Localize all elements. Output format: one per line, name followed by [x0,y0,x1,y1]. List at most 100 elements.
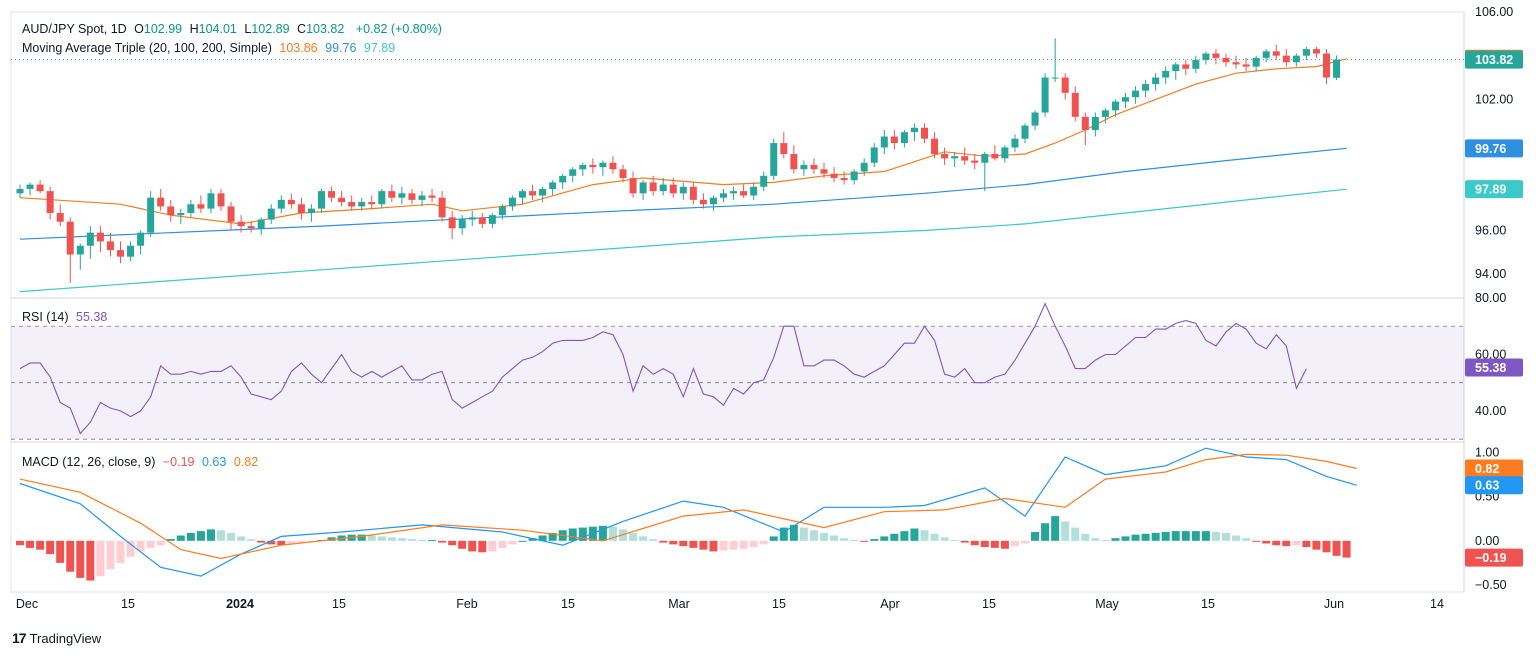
candle [1232,62,1240,65]
candle [529,191,537,196]
candle [1051,77,1059,79]
close-value: 103.82 [306,22,345,36]
macd-hist-bar [719,540,728,551]
candle [167,206,175,216]
candle [991,154,999,159]
macd-hist-bar [729,540,738,550]
macd-badge-label: 0.82 [1475,462,1499,476]
time-axis-tick: May [1095,597,1119,611]
candle [1111,101,1119,111]
macd-hist-bar [1242,538,1251,541]
macd-hist-bar [438,540,447,543]
macd-hist-bar [36,540,45,550]
candle [639,182,647,194]
ma200-value: 97.89 [363,41,396,55]
price-axis-tick: 94.00 [1475,267,1506,281]
high-value: 104.01 [198,22,237,36]
macd-hist-bar [659,540,668,543]
macd-hist-bar [548,532,557,541]
open-value: 102.99 [143,22,183,36]
macd-legend: MACD (12, 26, close, 9) −0.19 0.63 0.82 [22,455,262,469]
candle [519,191,526,198]
candle [971,160,979,163]
macd-axis-tick: 1.00 [1475,446,1499,460]
candle [1041,77,1049,113]
candle [378,191,386,205]
tradingview-brand[interactable]: 17 TradingView [12,630,101,646]
macd-hist-bar [367,535,376,541]
candle [820,169,828,174]
candle [508,197,516,207]
macd-hist-bar [709,540,718,552]
macd-hist-bar [237,536,246,541]
time-axis-tick: 15 [561,597,575,611]
candle [287,199,295,205]
macd-hist-bar [1201,531,1210,541]
candle [96,232,104,242]
macd-hist-bar [1161,532,1170,541]
candle [1132,90,1140,98]
macd-line [19,447,1357,577]
macd-hist-bar [1121,536,1130,541]
macd-hist-bar [1222,532,1230,541]
rsi-axis-tick: 60.00 [1475,347,1506,361]
macd-hist-bar [1332,540,1341,556]
candle [1323,53,1330,78]
macd-hist-bar [809,530,818,541]
ma-legend-title: Moving Average Triple (20, 100, 200, Sim… [22,41,272,55]
macd-hist-bar [930,533,939,541]
candles-group [16,38,1341,283]
macd-hist-bar [126,540,135,557]
candle [177,212,185,216]
candle [549,182,557,189]
macd-hist-bar [1010,540,1019,547]
macd-hist-bar [277,540,286,546]
candle [16,188,24,194]
macd-hist-bar [1252,540,1261,542]
low-label: L [244,22,252,36]
time-axis-tick: 15 [982,597,996,611]
candle [187,204,195,213]
macd-hist-bar [789,524,798,541]
time-axis-tick: 15 [121,597,135,611]
macd-hist-bar [86,540,95,581]
macd-hist-bar [840,538,849,541]
macd-hist-bar [428,539,437,541]
candle [257,219,265,229]
ma-line-1 [19,147,1347,240]
candle [1061,77,1069,93]
symbol-title: AUD/JPY Spot, 1D [22,22,127,36]
time-axis-tick: Feb [456,597,478,611]
candle [448,217,456,229]
macd-hist-bar [66,540,75,572]
candle [348,202,356,207]
macd-hist-bar [46,540,55,555]
candle [398,193,406,198]
candle [1172,64,1180,71]
macd-hist-bar [649,539,658,541]
time-axis-tick: Mar [668,597,690,611]
candle [297,204,305,213]
candle [26,184,34,189]
candle [1152,77,1160,85]
macd-hist-bar [1131,534,1140,541]
macd-hist-bar [1111,538,1120,541]
macd-hist-bar [377,536,386,541]
candle [237,221,245,227]
time-axis-tick: 15 [332,597,346,611]
candle [790,154,798,170]
macd-hist-bar [1181,531,1190,541]
macd-hist-bar [799,527,808,541]
macd-hist-bar [488,540,497,552]
candle [539,188,547,196]
price-badge-label: 99.76 [1475,142,1506,156]
candle [388,191,396,198]
candle [318,191,325,209]
macd-hist-bar [397,538,406,541]
candle [36,184,44,192]
candle [1101,110,1109,117]
candle [1192,60,1200,69]
candle [780,143,788,154]
macd-hist-bar [739,540,748,549]
macd-hist-bar [629,532,638,541]
